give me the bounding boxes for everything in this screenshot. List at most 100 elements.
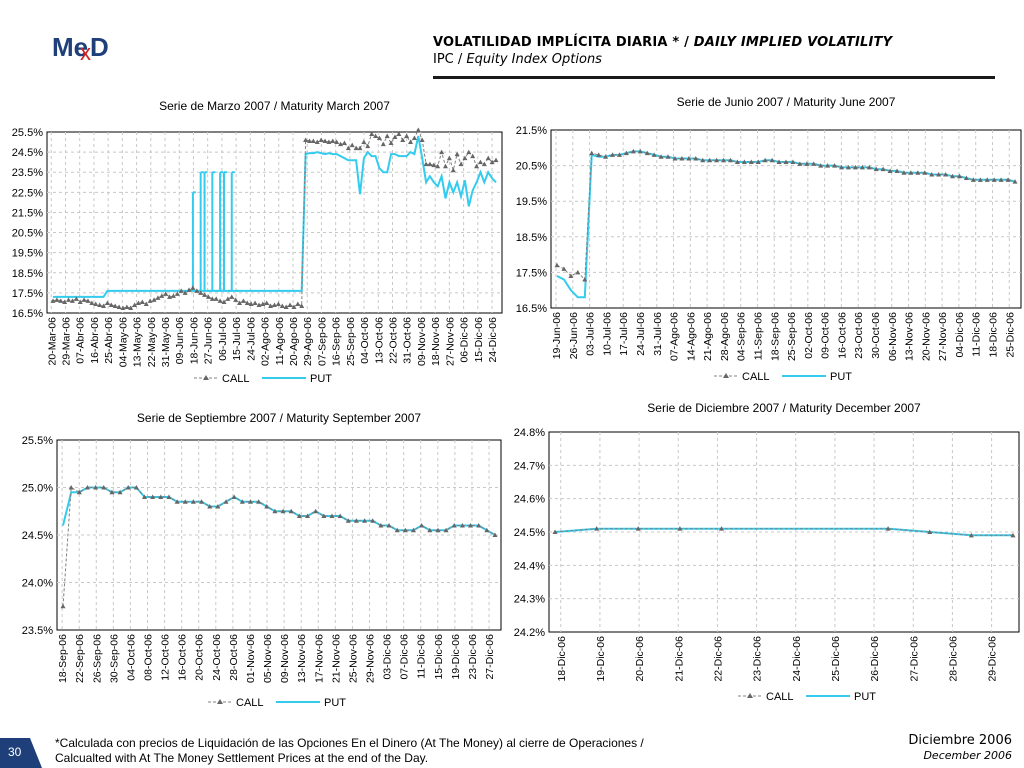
legend-put-label: PUT	[310, 373, 332, 385]
x-tick-label: 02-Oct-06	[803, 312, 815, 359]
call-point	[623, 150, 629, 156]
call-point	[373, 133, 379, 139]
call-point	[50, 298, 56, 303]
footnote: *Calculada con precios de Liquidación de…	[55, 736, 644, 766]
call-point	[362, 518, 368, 523]
call-point	[142, 494, 148, 499]
y-tick-label: 23.5%	[22, 625, 53, 637]
call-point	[369, 131, 375, 137]
call-point	[279, 303, 285, 308]
call-point	[885, 526, 891, 531]
plot-area	[46, 131, 503, 314]
x-tick-label: 09-Nov-06	[416, 317, 428, 366]
call-point	[213, 296, 219, 301]
call-point	[402, 527, 408, 533]
call-point	[454, 151, 460, 157]
call-point	[589, 150, 595, 156]
svg-text:D: D	[90, 32, 109, 62]
chart-title: Serie de Marzo 2007 / Maturity March 200…	[159, 99, 390, 113]
x-tick-label: 05-Nov-06	[262, 634, 274, 683]
call-point	[873, 166, 879, 172]
call-point	[237, 300, 243, 305]
x-tick-label: 02-Ago-06	[260, 317, 272, 366]
call-point	[818, 163, 824, 168]
call-point	[151, 297, 157, 302]
call-point	[248, 301, 254, 306]
call-point	[443, 527, 449, 533]
x-tick-label: 06-Nov-06	[887, 312, 899, 361]
call-point	[719, 526, 725, 531]
call-point	[610, 152, 616, 157]
call-point	[790, 159, 796, 165]
call-point	[194, 288, 200, 293]
x-tick-label: 31-Jul-06	[652, 312, 664, 356]
call-point	[832, 163, 838, 168]
call-point	[439, 149, 445, 155]
call-point	[493, 157, 499, 163]
y-tick-label: 16.5%	[12, 308, 43, 320]
call-point	[322, 138, 328, 144]
call-point	[182, 290, 188, 295]
call-point	[427, 161, 433, 167]
call-point	[186, 287, 192, 292]
x-tick-label: 13-Oct-06	[373, 317, 385, 364]
call-point	[686, 155, 692, 161]
call-point	[66, 297, 72, 302]
call-point	[190, 499, 196, 504]
call-point	[306, 138, 312, 144]
call-point	[489, 159, 495, 165]
y-tick-label: 24.4%	[514, 560, 545, 572]
header-title-en: DAILY IMPLIED VOLATILITY	[693, 35, 893, 50]
x-tick-label: 13-Nov-06	[296, 634, 308, 683]
call-point	[318, 137, 324, 143]
call-point	[60, 603, 66, 609]
call-point	[396, 131, 402, 137]
x-tick-label: 25-Sep-06	[345, 317, 357, 366]
call-point	[239, 499, 245, 504]
call-point	[845, 164, 851, 170]
x-tick-label: 07-Ago-06	[669, 312, 681, 361]
call-point	[378, 523, 384, 528]
x-tick-label: 15-Jul-06	[231, 317, 243, 361]
call-point	[215, 504, 221, 509]
call-point	[466, 149, 472, 155]
call-point	[616, 152, 622, 157]
x-tick-label: 21-Ago-06	[702, 312, 714, 361]
call-point	[582, 277, 588, 282]
call-point	[568, 273, 574, 278]
page-header: VOLATILIDAD IMPLÍCITA DIARIA * / DAILY I…	[433, 34, 892, 68]
chart-december-2007: Serie de Diciembre 2007 / Maturity Decem…	[514, 401, 1020, 703]
call-point	[321, 513, 327, 518]
x-tick-label: 18-Sep-06	[769, 312, 781, 361]
legend-call-marker	[747, 693, 753, 698]
call-point	[73, 296, 79, 301]
chart-title: Serie de Diciembre 2007 / Maturity Decem…	[647, 401, 921, 415]
call-point	[291, 304, 297, 309]
x-tick-label: 28-Dic-06	[947, 636, 959, 682]
call-point	[943, 172, 949, 177]
x-tick-label: 04-Sep-06	[736, 312, 748, 361]
header-subtitle: IPC / Equity Index Options	[433, 51, 892, 68]
call-point	[178, 288, 184, 293]
call-point	[345, 518, 351, 523]
x-tick-label: 30-Oct-06	[870, 312, 882, 359]
call-point	[357, 145, 363, 151]
call-point	[287, 302, 293, 307]
call-point	[207, 504, 213, 509]
call-point	[58, 298, 64, 303]
call-point	[677, 526, 683, 531]
call-point	[388, 140, 394, 146]
x-tick-label: 20-Dic-06	[634, 636, 646, 682]
x-tick-label: 04-Oct-06	[125, 634, 137, 681]
call-point	[104, 300, 110, 305]
call-point	[240, 298, 246, 303]
call-point	[427, 527, 433, 533]
call-point	[108, 302, 114, 307]
call-point	[159, 293, 165, 298]
call-point	[968, 532, 974, 538]
call-point	[143, 301, 149, 306]
x-tick-label: 23-Dic-06	[467, 634, 479, 680]
legend-put-label: PUT	[854, 691, 876, 703]
call-point	[225, 296, 231, 301]
x-tick-label: 26-Dic-06	[869, 636, 881, 682]
